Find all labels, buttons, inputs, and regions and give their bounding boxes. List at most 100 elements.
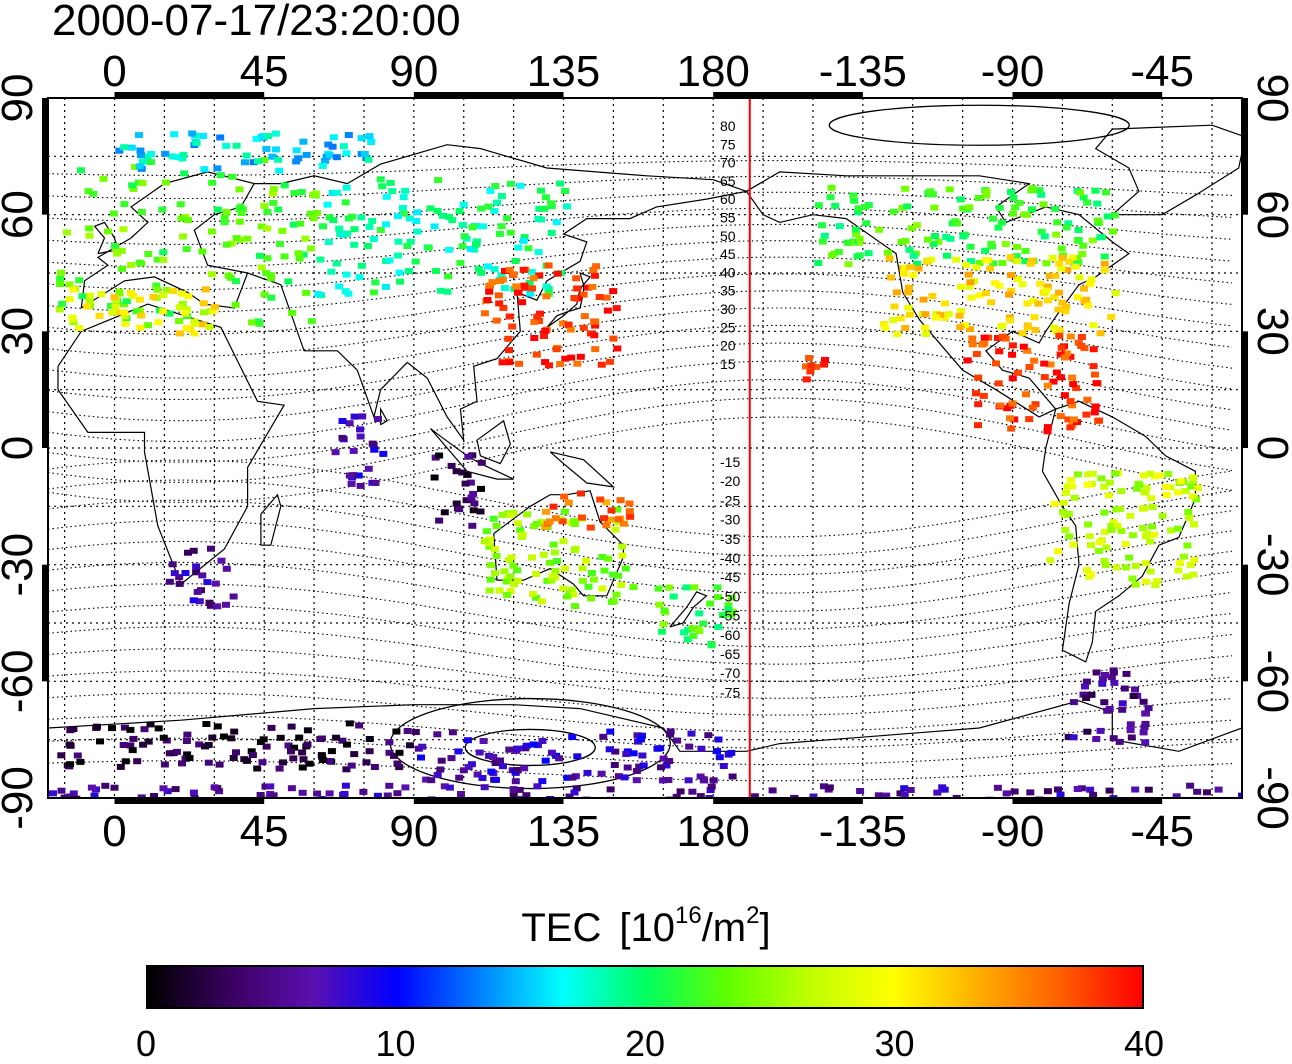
tec-point xyxy=(614,773,623,780)
tec-point xyxy=(520,282,529,289)
tec-point xyxy=(495,230,504,237)
tec-point xyxy=(267,294,276,301)
tec-point xyxy=(1006,254,1015,261)
tec-point xyxy=(1184,509,1193,515)
tec-point xyxy=(139,741,148,748)
contour-label: 55 xyxy=(720,210,736,226)
tec-point xyxy=(1102,544,1111,551)
tec-point xyxy=(850,197,859,204)
tec-point xyxy=(464,453,473,460)
tec-point xyxy=(65,281,74,288)
tec-point xyxy=(940,314,949,321)
tec-point xyxy=(490,207,499,214)
tec-point xyxy=(1103,707,1112,714)
tec-point xyxy=(955,312,964,319)
tec-point xyxy=(632,768,641,774)
tec-point xyxy=(605,516,614,523)
tec-point xyxy=(1013,276,1022,283)
tec-point xyxy=(519,266,528,273)
tec-point xyxy=(182,738,191,744)
tec-point xyxy=(457,791,465,797)
tec-point xyxy=(683,636,692,643)
lon-tick-label: -135 xyxy=(819,47,907,96)
tec-point xyxy=(177,215,186,222)
tec-point xyxy=(226,274,235,281)
tec-point xyxy=(1028,206,1036,213)
tec-point xyxy=(1060,392,1069,399)
tec-point xyxy=(192,569,201,576)
tec-point xyxy=(1056,413,1065,420)
tec-point xyxy=(527,268,536,275)
tec-point xyxy=(1040,374,1049,381)
tec-point xyxy=(77,167,85,174)
tec-point xyxy=(532,594,541,601)
tec-point xyxy=(1238,792,1242,798)
tec-point xyxy=(535,205,544,212)
tec-point xyxy=(68,316,77,323)
tec-point xyxy=(569,591,578,598)
tec-point xyxy=(727,611,735,618)
tec-point xyxy=(666,728,675,735)
tec-point xyxy=(485,752,494,759)
tec-point xyxy=(90,792,99,798)
tec-point xyxy=(154,725,163,732)
tec-point xyxy=(1046,557,1055,564)
tec-data-points xyxy=(49,130,1242,798)
tec-point xyxy=(1087,691,1096,698)
tec-point xyxy=(533,742,542,749)
tec-point xyxy=(854,205,863,212)
tec-point xyxy=(689,632,698,639)
tec-point xyxy=(1186,561,1195,568)
tec-point xyxy=(294,250,303,257)
tec-point xyxy=(618,543,627,550)
tec-point xyxy=(395,749,404,756)
tec-point xyxy=(1078,251,1087,257)
tec-point xyxy=(396,278,405,285)
tec-point xyxy=(1118,706,1127,713)
tec-point xyxy=(199,300,208,307)
tec-point xyxy=(1174,489,1183,496)
tec-point xyxy=(1107,526,1116,533)
tec-point xyxy=(727,594,736,601)
colorbar xyxy=(146,965,1144,1009)
tec-point xyxy=(945,186,954,193)
tec-point xyxy=(497,223,506,230)
tec-point xyxy=(464,764,473,771)
tec-point xyxy=(242,152,251,159)
tec-point xyxy=(1043,424,1052,431)
tec-point xyxy=(350,226,359,233)
tec-point xyxy=(129,735,138,742)
tec-point xyxy=(262,145,271,152)
tec-point xyxy=(462,497,471,504)
tec-point xyxy=(1040,233,1049,240)
tec-point xyxy=(713,748,721,755)
tec-point xyxy=(204,759,213,766)
tec-point xyxy=(1129,532,1137,539)
tec-point xyxy=(1194,485,1202,491)
tec-point xyxy=(1073,294,1082,301)
tec-point xyxy=(165,578,174,585)
tec-point xyxy=(417,754,425,761)
tec-point xyxy=(616,497,625,504)
lon-tick-label: 45 xyxy=(240,807,289,856)
tec-point xyxy=(1118,700,1127,707)
tec-point xyxy=(58,300,67,307)
tec-point xyxy=(509,271,518,278)
tec-point xyxy=(263,255,272,262)
tec-point xyxy=(299,251,308,258)
tec-point xyxy=(55,306,64,313)
tec-point xyxy=(613,345,622,352)
tec-point xyxy=(724,602,733,609)
tec-point xyxy=(1126,721,1135,728)
coastline-borneo xyxy=(476,419,511,465)
tec-point xyxy=(178,300,187,307)
tec-point xyxy=(1030,357,1039,364)
tec-point xyxy=(1037,228,1046,235)
tec-point xyxy=(635,763,644,770)
tec-point xyxy=(1029,297,1038,304)
tec-point xyxy=(905,311,914,318)
tec-point xyxy=(364,156,373,163)
tec-point xyxy=(553,270,562,277)
tec-point xyxy=(228,173,237,180)
tec-point xyxy=(1131,581,1140,588)
